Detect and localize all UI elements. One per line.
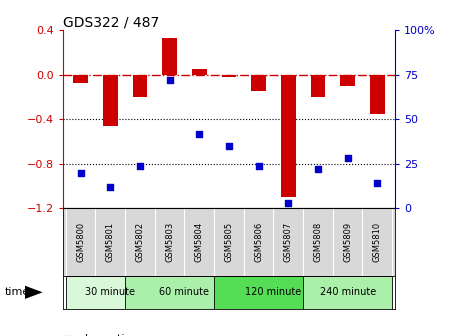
Point [285,200,292,206]
Text: GSM5804: GSM5804 [195,222,204,262]
Text: GSM5810: GSM5810 [373,222,382,262]
Text: ■: ■ [63,334,73,336]
Text: 120 minute: 120 minute [245,287,302,297]
Text: GSM5809: GSM5809 [343,222,352,262]
Point [314,166,321,172]
Bar [311,75,326,97]
Polygon shape [25,286,43,299]
Text: 30 minute: 30 minute [85,287,135,297]
Text: 60 minute: 60 minute [159,287,210,297]
Point [344,156,351,161]
Point [107,184,114,190]
Bar [281,75,296,197]
Point [225,143,233,149]
Bar [340,75,355,86]
Text: GSM5803: GSM5803 [165,222,174,262]
Bar [125,276,244,309]
Text: GSM5806: GSM5806 [254,222,263,262]
Text: time: time [4,287,30,297]
Bar [192,69,207,75]
Bar [103,75,118,126]
Bar [303,276,392,309]
Text: GSM5805: GSM5805 [224,222,233,262]
Point [255,163,262,168]
Point [196,131,203,136]
Text: GSM5807: GSM5807 [284,222,293,262]
Bar [221,75,237,77]
Bar [73,75,88,83]
Bar [370,75,385,114]
Text: GDS322 / 487: GDS322 / 487 [63,15,159,29]
Text: GSM5802: GSM5802 [136,222,145,262]
Text: 240 minute: 240 minute [320,287,376,297]
Text: log ratio: log ratio [85,334,132,336]
Bar [162,38,177,75]
Bar [214,276,333,309]
Point [166,77,173,83]
Text: GSM5808: GSM5808 [313,222,322,262]
Bar [132,75,147,97]
Point [374,181,381,186]
Text: GSM5801: GSM5801 [106,222,115,262]
Text: GSM5800: GSM5800 [76,222,85,262]
Bar [251,75,266,91]
Bar [66,276,155,309]
Point [136,163,144,168]
Point [77,170,84,175]
